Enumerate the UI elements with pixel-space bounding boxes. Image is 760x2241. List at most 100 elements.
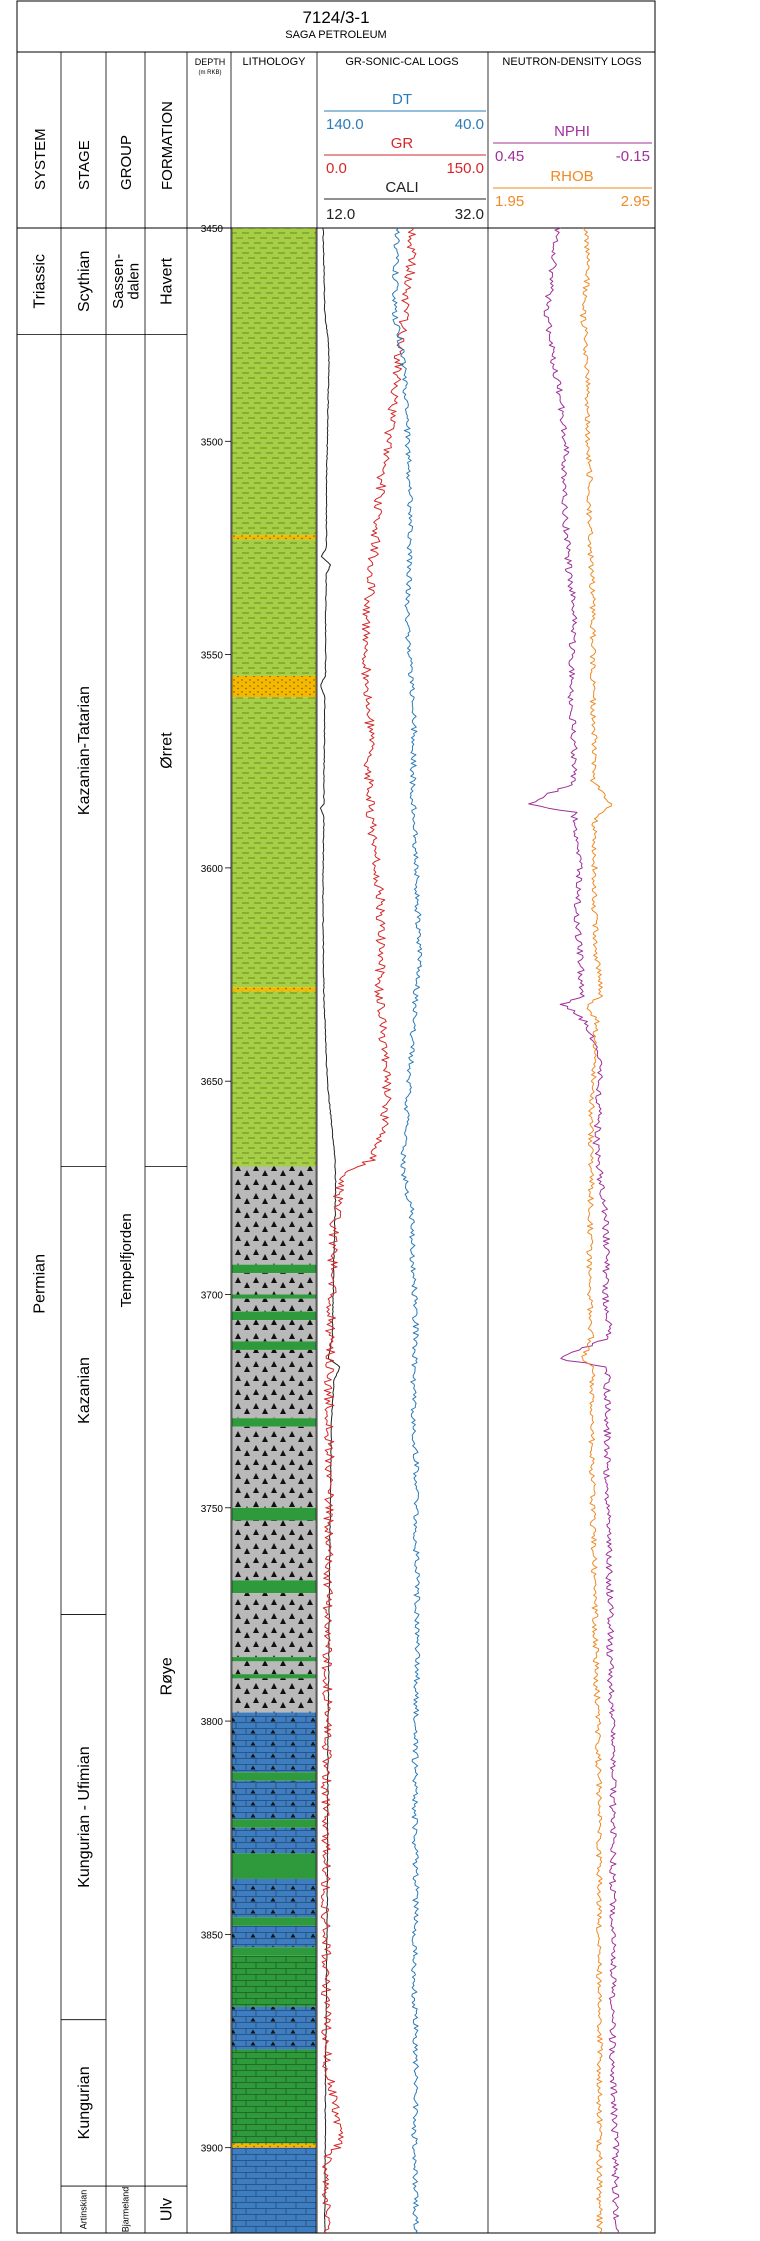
lithology-interval xyxy=(232,991,316,1167)
dt-scale-left: 140.0 xyxy=(326,116,364,133)
lithology-interval xyxy=(232,1166,316,1265)
system-header: SYSTEM xyxy=(32,128,49,190)
cali-scale-left: 12.0 xyxy=(326,206,355,223)
depth-axis: 3450 3500 3550 3600 3650 3700 3750 3800 3850 3900 xyxy=(201,224,231,2155)
neutron-density-legend: NPHI 0.45 -0.15 RHOB 1.95 2.95 xyxy=(493,123,652,210)
lithology-interval xyxy=(232,1674,316,1679)
lithology-column xyxy=(231,227,317,2234)
lithology-frame xyxy=(231,227,317,2234)
depth-tick-label: 3900 xyxy=(201,2144,224,2155)
system-label: Triassic xyxy=(32,254,49,309)
stage-label: Kazanian xyxy=(76,1357,93,1424)
lithology-interval xyxy=(232,1580,316,1594)
gr-sonic-cal-track xyxy=(319,227,423,2234)
stratigraphy-columns: Triassic Permian Scythian Kazanian-Tatarian… xyxy=(17,251,187,2233)
gr-scale-right: 150.0 xyxy=(446,160,484,177)
lithology-interval xyxy=(232,1593,316,1658)
rhob-scale-left: 1.95 xyxy=(495,193,524,210)
gr-curve-name: GR xyxy=(391,135,414,152)
group-label: Tempelfjorden xyxy=(118,1213,135,1307)
lithology-interval xyxy=(232,1917,316,1926)
stage-label: Artinskian xyxy=(79,2190,89,2230)
lithology-interval xyxy=(232,1520,316,1581)
cali-scale-right: 32.0 xyxy=(455,206,484,223)
well-name: 7124/3-1 xyxy=(302,8,369,27)
dt-curve xyxy=(391,227,423,2234)
neutron-density-track xyxy=(528,227,620,2234)
group-label: Bjarmeland xyxy=(121,2187,131,2233)
stage-label: Kazanian-Tatarian xyxy=(76,686,93,815)
cali-curve xyxy=(319,227,341,2234)
lithology-interval xyxy=(232,1853,316,1879)
nphi-scale-right: -0.15 xyxy=(616,148,650,165)
lithology-interval xyxy=(232,1264,316,1274)
lithology-interval xyxy=(232,1298,316,1312)
lithology-interval xyxy=(232,987,316,992)
nphi-curve xyxy=(528,227,620,2234)
depth-tick-label: 3750 xyxy=(201,1504,224,1515)
depth-tick-label: 3850 xyxy=(201,1930,224,1941)
lithology-interval xyxy=(232,2143,316,2148)
gr-sonic-cal-header: GR-SONIC-CAL LOGS xyxy=(345,56,458,68)
gr-scale-left: 0.0 xyxy=(326,160,347,177)
depth-tick-label: 3550 xyxy=(201,651,224,662)
dt-scale-right: 40.0 xyxy=(455,116,484,133)
dt-curve-name: DT xyxy=(392,91,412,108)
neutron-density-header: NEUTRON-DENSITY LOGS xyxy=(502,56,641,68)
formation-label: Ulv xyxy=(159,2198,176,2221)
lithology-interval xyxy=(232,1418,316,1427)
lithology-interval xyxy=(232,1657,316,1662)
depth-header: DEPTH xyxy=(195,57,226,67)
formation-label: Ørret xyxy=(159,732,176,769)
stage-label: Scythian xyxy=(76,251,93,312)
lithology-interval xyxy=(232,1878,316,1918)
lithology-interval xyxy=(232,2147,316,2233)
lithology-interval xyxy=(232,1320,316,1342)
group-label: Sassen-dalen xyxy=(110,254,143,309)
lithology-interval xyxy=(232,1827,316,1854)
lithology-interval xyxy=(232,535,316,540)
lithology-interval xyxy=(232,1507,316,1521)
stage-header: STAGE xyxy=(76,140,93,190)
nphi-curve-name: NPHI xyxy=(554,123,590,140)
formation-label: Havert xyxy=(159,257,176,305)
stage-label: Kungurian xyxy=(76,2066,93,2139)
lithology-interval xyxy=(232,1661,316,1675)
lithology-interval xyxy=(232,1955,316,2007)
lithology-interval xyxy=(232,2049,316,2144)
depth-tick-label: 3700 xyxy=(201,1290,224,1301)
sheet-frame xyxy=(16,0,656,2234)
formation-label: Røye xyxy=(159,1657,176,1695)
depth-tick-label: 3800 xyxy=(201,1717,224,1728)
stage-label: Kungurian - Ufimian xyxy=(76,1746,93,1887)
lithology-interval xyxy=(232,1294,316,1299)
lithology-interval xyxy=(232,1925,316,1948)
lithology-interval xyxy=(232,1780,316,1820)
depth-unit: (m RKB) xyxy=(199,70,222,76)
rhob-scale-right: 2.95 xyxy=(621,193,650,210)
rhob-curve-name: RHOB xyxy=(550,168,593,185)
lithology-interval xyxy=(232,1772,316,1781)
operator-name: SAGA PETROLEUM xyxy=(285,29,386,41)
lithology-interval xyxy=(232,1349,316,1419)
column-dividers xyxy=(60,52,489,2233)
lithology-interval xyxy=(232,2006,316,2050)
lithology-interval xyxy=(232,1311,316,1321)
cali-curve-name: CALI xyxy=(385,179,418,196)
rhob-curve xyxy=(579,227,613,2234)
lithology-interval xyxy=(232,1947,316,1956)
depth-tick-label: 3650 xyxy=(201,1077,224,1088)
lithology-interval xyxy=(232,1341,316,1350)
group-header: GROUP xyxy=(118,135,135,190)
lithology-interval xyxy=(232,1678,316,1713)
depth-tick-label: 3500 xyxy=(201,437,224,448)
lithology-interval xyxy=(232,1712,316,1773)
lithology-interval xyxy=(232,228,316,536)
lithology-header: LITHOLOGY xyxy=(243,56,307,68)
lithology-interval xyxy=(232,675,316,698)
system-label: Permian xyxy=(32,1254,49,1314)
depth-tick-label: 3450 xyxy=(201,224,224,235)
formation-header: FORMATION xyxy=(159,101,176,190)
